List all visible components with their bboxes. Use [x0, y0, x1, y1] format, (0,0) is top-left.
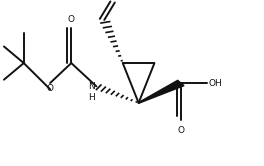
Text: O: O	[68, 15, 75, 24]
Text: N: N	[88, 82, 95, 91]
Text: O: O	[47, 84, 54, 93]
Polygon shape	[138, 80, 184, 103]
Text: O: O	[177, 126, 184, 135]
Text: H: H	[88, 93, 95, 102]
Text: OH: OH	[209, 79, 222, 87]
